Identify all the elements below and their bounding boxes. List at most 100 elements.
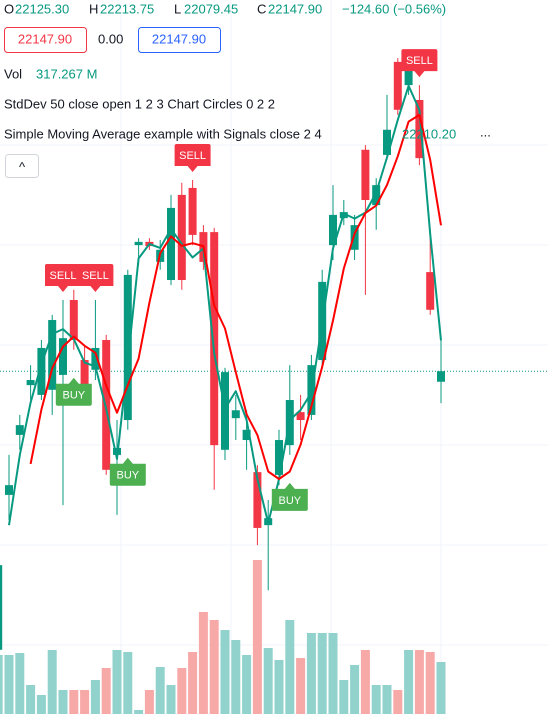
volume-bar bbox=[274, 659, 284, 714]
candle-body bbox=[372, 185, 381, 206]
volume-value: 317.267 M bbox=[36, 66, 97, 81]
volume-bar bbox=[69, 690, 79, 714]
moving-average-line bbox=[8, 84, 442, 526]
candle-body bbox=[231, 410, 240, 419]
candle-body bbox=[5, 485, 13, 495]
volume-bar bbox=[188, 651, 198, 714]
signal-label: SELL bbox=[77, 264, 114, 293]
candle-body bbox=[0, 565, 3, 650]
ohlc-label: C bbox=[257, 1, 266, 16]
candle-body bbox=[26, 380, 35, 386]
candle-body bbox=[437, 371, 445, 382]
volume-bar bbox=[220, 629, 230, 714]
volume-bar bbox=[144, 690, 154, 714]
indicator-name: StdDev 50 close open 1 2 3 Chart Circles… bbox=[4, 96, 275, 111]
volume-bar bbox=[209, 619, 219, 714]
indicator-name: Simple Moving Average example with Signa… bbox=[4, 126, 322, 141]
candle-body bbox=[404, 61, 413, 86]
volume-bar bbox=[382, 685, 392, 714]
volume-pane bbox=[0, 559, 446, 714]
volume-bar bbox=[155, 666, 165, 714]
signal-marker bbox=[109, 457, 146, 486]
signal-text: SELL bbox=[82, 270, 109, 282]
volume-bar bbox=[101, 667, 111, 714]
volume-bar bbox=[134, 710, 144, 714]
volume-bar bbox=[296, 657, 306, 714]
signal-marker bbox=[45, 264, 81, 293]
candle-body bbox=[123, 274, 132, 421]
candle-body bbox=[383, 129, 391, 155]
volume-bar bbox=[47, 649, 57, 714]
price-box bbox=[138, 27, 221, 53]
change-value: −124.60 (−0.56%) bbox=[342, 1, 446, 16]
plot-area: SELL BUY SELL BUY SELL BUY SELL bbox=[0, 49, 548, 714]
volume-bar bbox=[231, 639, 241, 714]
volume-bar bbox=[4, 654, 14, 714]
signal-marker bbox=[55, 377, 92, 406]
signal-label: BUY bbox=[55, 377, 92, 406]
price-box-text: 22147.90 bbox=[18, 31, 72, 46]
collapse-icon[interactable]: ^ bbox=[19, 159, 26, 174]
volume-bar bbox=[350, 664, 360, 714]
signal-label: BUY bbox=[271, 482, 308, 511]
candle-body bbox=[59, 338, 67, 375]
moving-average-line bbox=[29, 113, 442, 480]
signal-label: SELL bbox=[174, 144, 211, 173]
volume-bar bbox=[36, 695, 46, 714]
ohlc-label: L bbox=[174, 1, 181, 16]
candle-body bbox=[188, 187, 197, 235]
signal-text: SELL bbox=[406, 55, 433, 67]
volume-bar bbox=[112, 649, 122, 714]
signal-marker bbox=[174, 144, 211, 173]
ohlc-value: 22213.75 bbox=[100, 1, 154, 16]
candle-body bbox=[80, 360, 89, 386]
signal-text: BUY bbox=[62, 390, 85, 402]
legend-header: O 22125.30 H 22213.75 L 22079.45 C 22147… bbox=[4, 1, 491, 178]
candle-body bbox=[393, 61, 402, 110]
signal-label: BUY bbox=[109, 457, 146, 486]
candle-body bbox=[210, 232, 219, 446]
signal-label: SELL bbox=[45, 264, 81, 293]
signal-marker bbox=[77, 264, 114, 293]
candle-body bbox=[296, 412, 305, 421]
more-button[interactable]: ... bbox=[480, 124, 491, 139]
volume-bar bbox=[198, 611, 208, 714]
signal-label: SELL bbox=[401, 49, 438, 78]
volume-bar bbox=[0, 654, 3, 714]
candle-body bbox=[350, 225, 359, 250]
volume-bar bbox=[436, 661, 446, 714]
indicator-value: 22210.20 bbox=[402, 126, 456, 141]
volume-bar bbox=[306, 632, 316, 714]
volume-bar bbox=[328, 632, 338, 714]
collapse-button[interactable] bbox=[5, 154, 39, 178]
ohlc-value: 22147.90 bbox=[268, 1, 322, 16]
candle-body bbox=[134, 241, 143, 246]
ohlc-value: 22125.30 bbox=[15, 1, 69, 16]
volume-bar bbox=[317, 632, 327, 714]
candle-body bbox=[329, 214, 337, 246]
volume-bar bbox=[177, 667, 187, 714]
volume-bar bbox=[404, 649, 414, 714]
volume-bar bbox=[80, 690, 90, 714]
spread-text: 0.00 bbox=[98, 31, 123, 46]
candle-body bbox=[221, 372, 229, 450]
candle-body bbox=[361, 149, 370, 201]
volume-bar bbox=[242, 654, 252, 714]
candle-body bbox=[415, 100, 424, 159]
volume-bar bbox=[58, 690, 68, 714]
signal-marker bbox=[271, 482, 308, 511]
signal-text: BUY bbox=[116, 470, 139, 482]
volume-bar bbox=[425, 651, 435, 714]
candle-body bbox=[177, 194, 186, 281]
volume-bar bbox=[371, 685, 381, 714]
candle-body bbox=[167, 207, 175, 281]
candle-body bbox=[15, 425, 24, 435]
volume-bar bbox=[263, 647, 273, 714]
volume-bar bbox=[26, 685, 36, 714]
volume-bar bbox=[123, 651, 133, 714]
volume-bar bbox=[360, 649, 370, 714]
signal-marker bbox=[401, 49, 438, 78]
